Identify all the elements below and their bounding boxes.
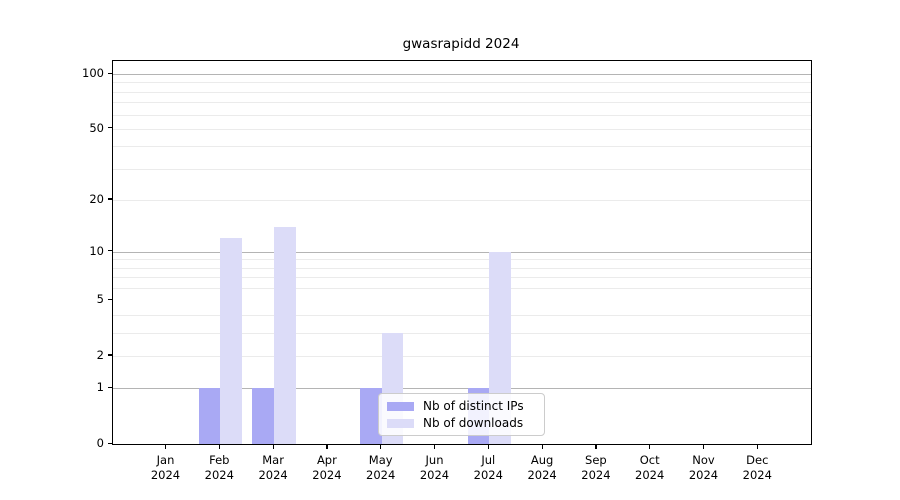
gridline-minor-9 (113, 259, 811, 261)
y-tick-10 (108, 250, 112, 252)
x-tick-label-apr: Apr 2024 (312, 453, 342, 482)
gridline-minor-7 (113, 277, 811, 279)
bar-distinct-ips-feb (198, 388, 221, 444)
x-tick-nov (703, 445, 705, 449)
x-tick-jul (487, 445, 489, 449)
x-tick-label-jun: Jun 2024 (419, 453, 450, 482)
x-tick-label-jul: Jul 2024 (473, 453, 503, 482)
gridline-major-10 (113, 251, 811, 253)
y-tick-1 (108, 386, 112, 389)
legend-label-distinct-ips: Nb of distinct IPs (423, 399, 524, 413)
y-tick-label-0: 0 (96, 436, 104, 450)
x-tick-feb (218, 445, 220, 449)
gridline-minor-80 (113, 91, 811, 93)
bar-downloads-mar (274, 226, 296, 444)
gridline-minor-30 (113, 168, 811, 170)
legend: Nb of distinct IPs Nb of downloads (378, 393, 545, 436)
x-tick-mar (272, 445, 274, 449)
y-tick-50 (108, 127, 112, 129)
x-tick-apr (326, 445, 328, 449)
x-tick-label-oct: Oct 2024 (635, 453, 665, 482)
x-tick-label-may: May 2024 (366, 453, 396, 482)
gridline-minor-70 (113, 102, 811, 104)
chart-title: gwasrapidd 2024 (402, 36, 520, 52)
legend-swatch-distinct-ips (387, 401, 414, 411)
gridline-minor-8 (113, 267, 811, 269)
y-tick-5 (108, 298, 112, 301)
y-tick-label-20: 20 (89, 191, 104, 206)
gridline-minor-60 (113, 114, 811, 116)
x-tick-jan (165, 445, 167, 449)
x-tick-sep (595, 445, 597, 449)
y-tick-0 (108, 442, 112, 444)
legend-item-downloads: Nb of downloads (387, 416, 536, 430)
x-tick-aug (541, 445, 543, 449)
x-tick-oct (649, 445, 651, 449)
bar-distinct-ips-may (359, 388, 382, 444)
y-tick-label-10: 10 (89, 243, 104, 258)
x-tick-label-mar: Mar 2024 (258, 453, 288, 482)
x-tick-label-feb: Feb 2024 (204, 453, 234, 482)
x-tick-jun (434, 445, 436, 449)
x-tick-label-sep: Sep 2024 (581, 453, 611, 482)
y-tick-20 (108, 198, 112, 200)
gridline-minor-3 (113, 332, 811, 334)
x-tick-label-jan: Jan 2024 (150, 453, 181, 482)
gridline-minor-2 (113, 355, 811, 357)
x-tick-dec (756, 445, 758, 449)
gridline-minor-20 (113, 199, 811, 201)
gridline-minor-40 (113, 146, 811, 148)
gridline-minor-6 (113, 288, 811, 289)
y-tick-label-2: 2 (96, 347, 104, 362)
gridline-minor-50 (113, 128, 811, 130)
x-tick-label-nov: Nov 2024 (688, 453, 719, 482)
x-tick-label-dec: Dec 2024 (742, 453, 772, 482)
x-tick-label-aug: Aug 2024 (527, 453, 557, 482)
bar-distinct-ips-mar (252, 388, 275, 444)
x-tick-may (380, 445, 382, 449)
plot-area (112, 60, 812, 445)
y-tick-100 (108, 72, 112, 74)
y-tick-label-50: 50 (89, 120, 104, 135)
y-tick-2 (108, 354, 112, 356)
gridline-major-1 (113, 388, 811, 390)
y-tick-label-5: 5 (96, 292, 104, 307)
y-tick-label-100: 100 (82, 66, 104, 80)
legend-label-downloads: Nb of downloads (423, 416, 524, 430)
bar-downloads-feb (220, 238, 243, 444)
legend-swatch-downloads (387, 418, 414, 428)
gridline-minor-4 (113, 315, 811, 316)
y-tick-label-1: 1 (96, 380, 104, 395)
gridline-minor-90 (113, 82, 811, 84)
gridline-major-100 (113, 74, 811, 75)
legend-item-distinct-ips: Nb of distinct IPs (387, 399, 536, 413)
